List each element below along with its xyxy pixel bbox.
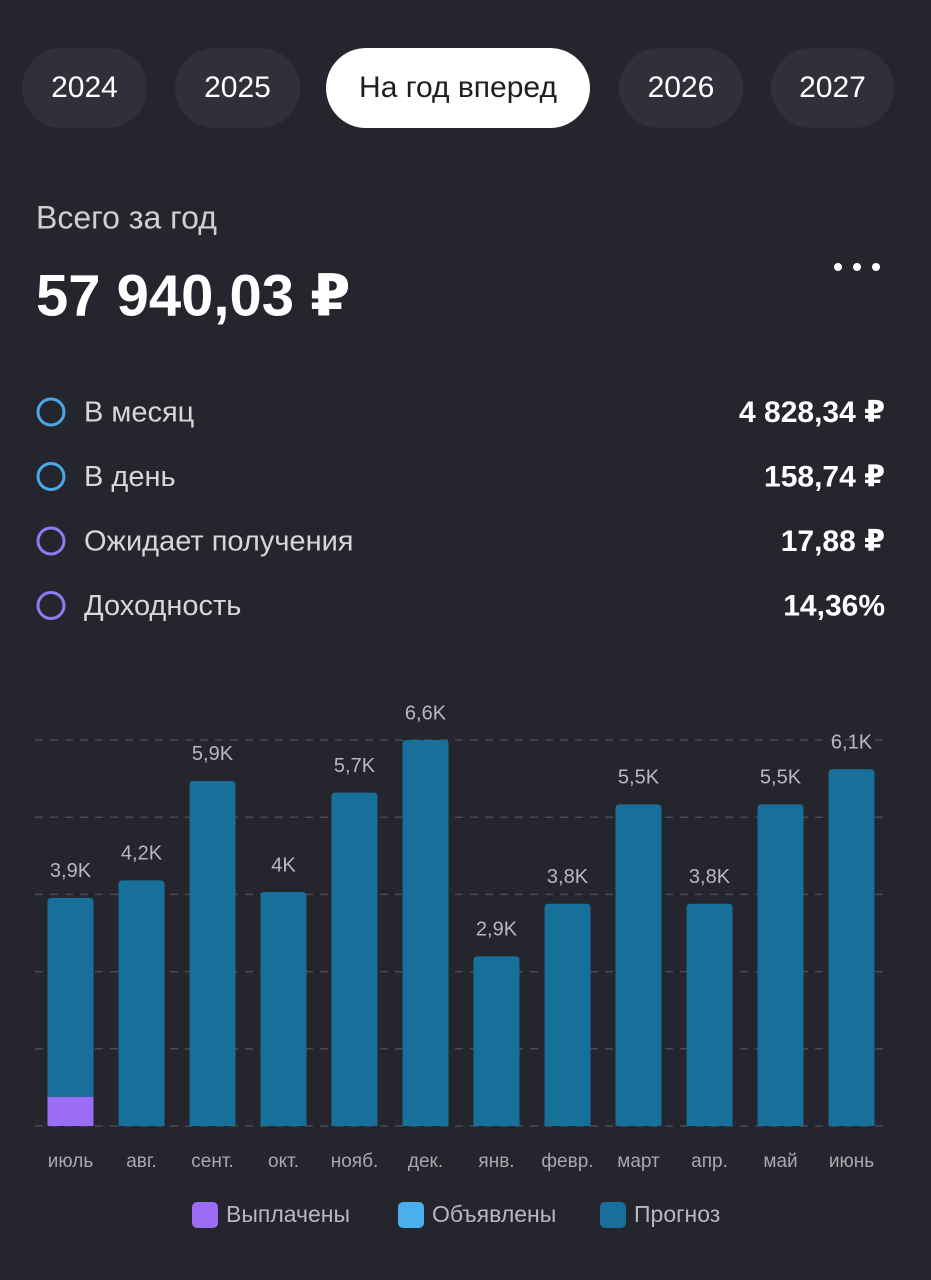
stat-value: 4 828,34 ₽ xyxy=(739,396,885,429)
bar-segment xyxy=(260,892,307,1126)
dot[interactable] xyxy=(853,263,861,271)
stat-icon xyxy=(36,462,66,491)
legend-swatch xyxy=(600,1202,626,1228)
bar-segment xyxy=(47,1096,94,1126)
bar-segment xyxy=(473,956,520,1126)
x-tick-label: дек. xyxy=(408,1151,443,1172)
bar-segment xyxy=(331,792,378,1126)
total-label: 5,9K xyxy=(192,743,234,765)
bar-segment xyxy=(47,897,94,1097)
legend-swatch xyxy=(398,1202,424,1228)
tab[interactable] xyxy=(771,48,894,128)
legend-label: Объявлены xyxy=(432,1201,556,1227)
x-tick-label: май xyxy=(763,1151,797,1172)
total-label: 5,5K xyxy=(618,767,660,789)
tab-label[interactable]: 2025 xyxy=(204,71,271,104)
stat-value: 14,36% xyxy=(783,589,885,622)
x-tick-label: окт. xyxy=(268,1151,299,1172)
bar-segment xyxy=(402,740,449,1126)
total-label: 4,2K xyxy=(121,843,163,865)
legend-swatch xyxy=(192,1202,218,1228)
bar-segment xyxy=(189,780,236,1126)
summary-value: 57 940,03 ₽ xyxy=(36,263,351,328)
bar-segment xyxy=(686,903,733,1126)
bar-segment xyxy=(118,880,165,1126)
stat-label: В месяц xyxy=(84,397,194,429)
tab[interactable] xyxy=(619,48,743,128)
total-label: 6,6K xyxy=(405,702,447,724)
total-label: 4K xyxy=(271,854,296,876)
total-label: 5,5K xyxy=(760,767,802,789)
total-label: 6,1K xyxy=(831,732,873,754)
x-tick-label: апр. xyxy=(691,1151,728,1172)
stat-icon xyxy=(36,591,66,620)
stat-label: Доходность xyxy=(84,590,241,622)
tab-label[interactable]: 2027 xyxy=(799,71,866,104)
summary-label: Всего за год xyxy=(36,199,217,235)
legend-label: Прогноз xyxy=(634,1201,720,1227)
x-tick-label: июнь xyxy=(829,1151,874,1172)
stat-icon xyxy=(36,397,66,427)
stat-label: Ожидает получения xyxy=(84,526,353,558)
stat-value: 17,88 ₽ xyxy=(781,525,885,558)
tab-label[interactable]: На год вперед xyxy=(359,71,557,104)
tab-label[interactable]: 2026 xyxy=(648,71,715,104)
bar-segment xyxy=(828,769,875,1126)
dot[interactable] xyxy=(872,263,880,271)
tab[interactable] xyxy=(22,48,147,128)
x-tick-label: март xyxy=(617,1151,660,1172)
stat-icon xyxy=(36,526,66,556)
total-label: 3,9K xyxy=(50,860,92,882)
bar-segment xyxy=(757,804,804,1126)
stat-label: В день xyxy=(84,461,176,493)
total-label: 5,7K xyxy=(334,755,376,777)
more-button[interactable] xyxy=(834,263,880,271)
x-tick-label: февр. xyxy=(541,1151,593,1172)
total-label: 3,8K xyxy=(689,866,731,888)
tab[interactable] xyxy=(326,48,590,128)
total-label: 3,8K xyxy=(547,866,589,888)
stat-value: 158,74 ₽ xyxy=(764,460,885,493)
x-tick-label: авг. xyxy=(126,1151,157,1172)
total-label: 2,9K xyxy=(476,919,518,941)
x-tick-label: янв. xyxy=(478,1151,514,1172)
tab[interactable] xyxy=(175,48,300,128)
x-tick-label: июль xyxy=(48,1151,94,1172)
bar-segment xyxy=(544,903,591,1126)
dot[interactable] xyxy=(834,263,842,271)
x-tick-label: сент. xyxy=(191,1151,233,1172)
x-tick-label: нояб. xyxy=(331,1151,379,1172)
tab-label[interactable]: 2024 xyxy=(51,71,118,104)
legend-label: Выплачены xyxy=(226,1201,350,1227)
bar-segment xyxy=(615,804,662,1126)
